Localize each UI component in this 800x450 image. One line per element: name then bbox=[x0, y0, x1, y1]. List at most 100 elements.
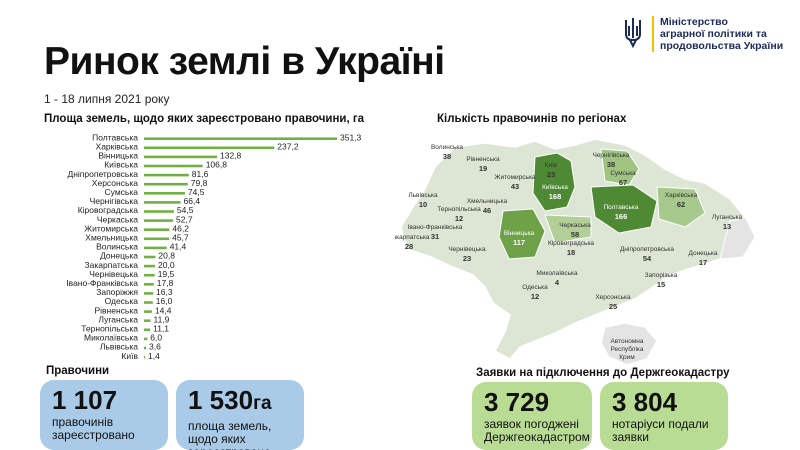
bar-category-label: Львівська bbox=[100, 342, 138, 352]
bar-category-label: Миколаївська bbox=[84, 333, 138, 343]
region-name-label: Одеська bbox=[522, 284, 548, 291]
region-vinnytska bbox=[498, 208, 546, 260]
region-value-label: 17 bbox=[699, 258, 707, 267]
transactions-card: 1 107 правочинів зареєстровано bbox=[40, 380, 168, 450]
bar-value-label: 6,0 bbox=[150, 333, 162, 343]
bar-category-label: Закарпатська bbox=[85, 260, 139, 270]
bar-value-label: 351,3 bbox=[340, 133, 362, 142]
transactions-label: Правочини bbox=[46, 365, 110, 377]
bar-value-label: 1,4 bbox=[148, 351, 160, 361]
bar-value-label: 11,9 bbox=[154, 314, 170, 324]
region-name-label: Сумська bbox=[610, 170, 636, 177]
bar bbox=[144, 173, 189, 177]
region-name-label: Кіровоградська bbox=[548, 239, 594, 247]
region-value-label: 43 bbox=[511, 182, 519, 191]
region-name-label: Крим bbox=[619, 354, 635, 361]
transactions-desc: правочинів зареєстровано bbox=[52, 415, 135, 442]
bar bbox=[144, 255, 156, 259]
bar-value-label: 14,4 bbox=[155, 305, 172, 315]
region-value-label: 12 bbox=[531, 292, 539, 301]
bar-category-label: Чернігівська bbox=[90, 196, 139, 206]
region-value-label: 46 bbox=[483, 206, 491, 215]
region-name-label: Автономна bbox=[610, 338, 643, 345]
bar bbox=[144, 219, 173, 222]
bar-value-label: 52,7 bbox=[176, 214, 193, 224]
area-value-line: 1 530га bbox=[188, 386, 292, 418]
bar-category-label: Запоріжжя bbox=[96, 287, 138, 297]
bar bbox=[144, 283, 154, 286]
bar-value-label: 54,5 bbox=[177, 205, 194, 215]
region-name-label: Вінницька bbox=[504, 229, 535, 237]
area-value: 1 530 bbox=[188, 385, 254, 415]
region-name-label: Луганська bbox=[712, 214, 743, 221]
bar-category-label: Івано-Франківська bbox=[66, 278, 138, 288]
region-value-label: 168 bbox=[549, 192, 562, 201]
bar bbox=[144, 292, 153, 295]
region-name-label: Миколаївська bbox=[536, 270, 578, 277]
bar-category-label: Київ bbox=[121, 351, 138, 361]
bar bbox=[144, 346, 146, 350]
region-kyivska bbox=[532, 152, 576, 212]
region-poltavska bbox=[590, 184, 658, 234]
region-name-label: Херсонська bbox=[595, 294, 631, 301]
region-name-label: Запорізька bbox=[645, 271, 678, 279]
bar bbox=[144, 182, 188, 186]
bar-value-label: 19,5 bbox=[158, 269, 175, 279]
bar-category-label: Волинська bbox=[96, 242, 138, 252]
region-value-label: 67 bbox=[619, 178, 627, 187]
bar-value-label: 41,4 bbox=[170, 242, 187, 252]
bar-category-label: Кіровоградська bbox=[78, 205, 139, 215]
bar bbox=[144, 246, 167, 250]
bar bbox=[144, 337, 148, 341]
bar bbox=[144, 146, 275, 150]
notary-card: 3 804 нотаріуси подали заявки bbox=[600, 382, 728, 450]
bar-category-label: Чернівецька bbox=[89, 269, 138, 279]
bar-category-label: Донецька bbox=[100, 251, 138, 261]
bar-category-label: Житомирська bbox=[84, 223, 138, 233]
bar bbox=[144, 228, 170, 231]
region-name-label: Волинська bbox=[431, 144, 463, 151]
bar bbox=[144, 328, 151, 332]
occupied-east bbox=[719, 216, 756, 260]
region-name-label: Чернігівська bbox=[592, 151, 629, 159]
bar-category-label: Сумська bbox=[105, 187, 139, 197]
region-value-label: 13 bbox=[723, 222, 731, 231]
bar bbox=[144, 319, 151, 322]
region-value-label: 28 bbox=[405, 242, 413, 251]
region-name-label: Харківська bbox=[665, 191, 698, 199]
region-value-label: 12 bbox=[455, 214, 463, 223]
area-desc: площа земель, щодо яких зареєстровано пр… bbox=[188, 419, 272, 450]
ministry-name: Міністерство аграрної політики та продов… bbox=[652, 16, 783, 52]
bar bbox=[144, 164, 203, 168]
region-name-label: Тернопільська bbox=[437, 205, 481, 213]
region-cherkaska bbox=[544, 214, 592, 244]
bar-value-label: 16,3 bbox=[156, 287, 173, 297]
bar-category-label: Київська bbox=[104, 160, 138, 170]
region-name-label: Львівська bbox=[408, 191, 438, 199]
region-sumska bbox=[600, 148, 640, 186]
bar bbox=[144, 155, 217, 159]
applications-label: Заявки на підключення до Держгеокадастру bbox=[476, 367, 730, 379]
highlight-regions bbox=[498, 148, 706, 260]
ministry-line: Міністерство bbox=[660, 16, 728, 28]
bar bbox=[144, 264, 155, 268]
bar-category-label: Херсонська bbox=[92, 178, 138, 188]
bar-value-label: 106,8 bbox=[206, 160, 228, 170]
bar-value-label: 79,8 bbox=[191, 178, 208, 188]
region-name-label: Черкаська bbox=[559, 222, 591, 229]
bar-chart-title: Площа земель, щодо яких зареєстровано пр… bbox=[44, 113, 365, 125]
notary-count: 3 804 bbox=[612, 387, 678, 417]
ministry-line: продовольства України bbox=[660, 40, 784, 52]
region-value-label: 117 bbox=[513, 238, 525, 247]
region-name-label: Київ bbox=[545, 162, 558, 169]
region-name-label: Хмельницька bbox=[467, 198, 508, 205]
region-value-label: 23 bbox=[547, 170, 555, 179]
region-value-label: 19 bbox=[479, 164, 487, 173]
bar-category-label: Рівненська bbox=[94, 305, 138, 315]
bar bbox=[144, 201, 181, 204]
region-name-label: Полтавська bbox=[603, 204, 638, 211]
region-value-label: 58 bbox=[571, 230, 579, 239]
bar-category-label: Луганська bbox=[98, 314, 138, 324]
region-value-label: 54 bbox=[643, 254, 652, 263]
